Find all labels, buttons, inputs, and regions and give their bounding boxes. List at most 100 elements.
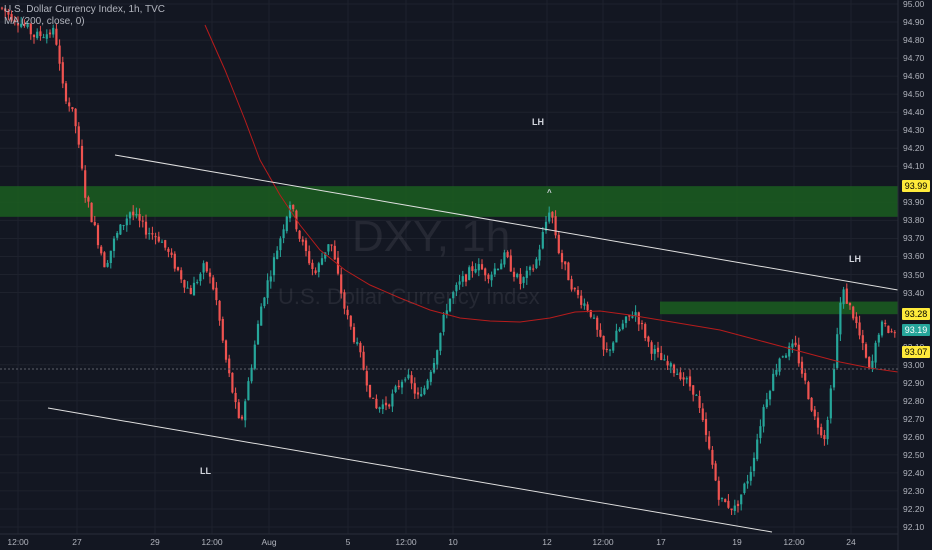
candle-body — [429, 371, 432, 382]
trendlines — [47, 154, 899, 533]
candle-body — [52, 27, 55, 35]
candle-body — [93, 222, 96, 226]
candle-body — [135, 214, 138, 216]
candle-body — [794, 342, 797, 346]
candle-body — [557, 234, 560, 254]
candle-body — [317, 263, 320, 273]
candle-body — [173, 253, 176, 269]
resistance-zone — [0, 186, 898, 217]
candle-body — [32, 34, 36, 38]
candle-body — [170, 252, 173, 255]
candle-body — [327, 244, 330, 252]
candle-body — [644, 324, 647, 339]
candle-body — [791, 343, 794, 348]
candle-body — [772, 373, 775, 391]
candle-body — [820, 427, 823, 436]
price-axis-label: 92.20 — [903, 503, 925, 514]
candle-body — [730, 508, 733, 511]
candle-body — [784, 355, 788, 358]
candle-body — [138, 214, 141, 221]
candle-body — [416, 392, 420, 395]
candle-body — [717, 480, 720, 500]
price-axis-label: 92.80 — [903, 395, 925, 406]
candle-body — [394, 386, 397, 392]
candle-body — [576, 290, 580, 295]
candle-body — [58, 45, 61, 64]
price-tag: 93.19 — [902, 324, 930, 336]
candle-body — [688, 376, 692, 387]
candle-body — [141, 220, 144, 222]
price-axis-label: 93.90 — [903, 197, 925, 208]
lh-label-top: LH — [532, 117, 544, 127]
candle-body — [74, 108, 77, 127]
symbol-title[interactable]: U.S. Dollar Currency Index, 1h, TVC — [4, 4, 165, 15]
candle-body — [807, 382, 810, 400]
price-axis-label: 92.90 — [903, 377, 925, 388]
candle-body — [100, 246, 103, 254]
candle-body — [420, 394, 423, 397]
candle-body — [704, 418, 708, 435]
candle-body — [596, 317, 599, 330]
candle-body — [266, 280, 269, 298]
price-axis-label: 93.50 — [903, 269, 925, 280]
candle-body — [247, 381, 250, 401]
candlestick-series — [0, 6, 896, 516]
candle-body — [746, 481, 749, 484]
candle-body — [445, 310, 448, 315]
candle-body — [743, 483, 746, 493]
candle-body — [650, 342, 653, 354]
indicator-label[interactable]: MA (200, close, 0) — [4, 16, 85, 27]
candle-body — [180, 270, 183, 280]
candle-body — [804, 373, 807, 381]
candle-body — [359, 343, 362, 353]
candle-body — [128, 212, 132, 219]
time-axis-label: 12 — [542, 537, 552, 547]
price-axis-label: 94.70 — [903, 53, 925, 64]
candle-body — [199, 273, 202, 282]
candle-body — [240, 416, 244, 419]
price-axis-label: 93.70 — [903, 233, 925, 244]
candle-body — [893, 332, 896, 334]
candle-body — [749, 471, 752, 481]
candle-body — [314, 270, 317, 274]
candle-body — [813, 409, 816, 417]
candle-body — [551, 211, 554, 218]
candle-body — [484, 268, 487, 276]
candle-body — [164, 240, 167, 248]
candle-body — [260, 306, 263, 326]
candle-body — [800, 361, 804, 374]
candle-body — [20, 23, 23, 27]
price-axis-label: 94.20 — [903, 143, 925, 154]
time-axis-label: 19 — [732, 537, 742, 547]
candle-body — [679, 372, 682, 380]
candle-body — [567, 262, 570, 281]
price-axis-label: 92.40 — [903, 467, 925, 478]
time-axis-label: 29 — [150, 537, 160, 547]
candle-body — [298, 230, 301, 239]
grid-lines — [0, 0, 898, 534]
candle-body — [218, 300, 221, 321]
candle-body — [490, 274, 493, 281]
time-axis-label: Aug — [261, 537, 277, 547]
candle-body — [205, 262, 208, 272]
candle-body — [308, 251, 311, 264]
candle-body — [589, 310, 592, 317]
price-axis-label: 94.80 — [903, 35, 925, 46]
candle-body — [698, 396, 701, 408]
candle-body — [759, 426, 762, 439]
candle-body — [544, 221, 548, 231]
candle-body — [452, 292, 455, 299]
candle-body — [628, 315, 631, 317]
candle-body — [714, 463, 717, 481]
candle-body — [727, 500, 730, 508]
candle-body — [103, 252, 106, 268]
price-axis-label: 94.50 — [903, 89, 925, 100]
candle-body — [816, 417, 820, 428]
candle-body — [868, 356, 871, 368]
candle-body — [541, 231, 544, 249]
time-axis-label: 12:00 — [395, 537, 417, 547]
candle-body — [640, 323, 644, 325]
candle-body — [42, 37, 45, 39]
time-axis-label: 12:00 — [592, 537, 614, 547]
